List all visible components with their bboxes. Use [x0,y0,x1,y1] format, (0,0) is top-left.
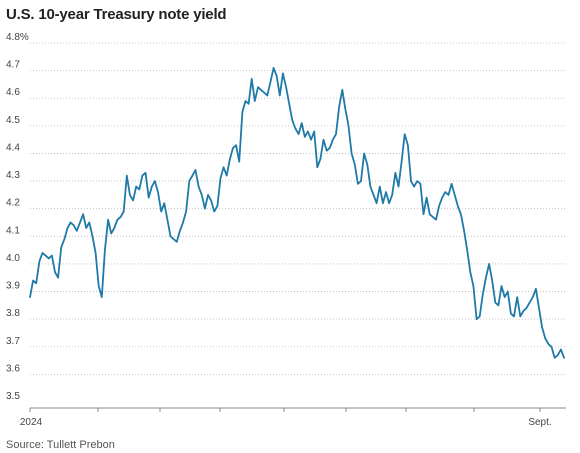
x-axis-ticks: 2024 Sept. [20,408,552,428]
y-tick-label: 4.3 [6,170,20,181]
y-tick-label: 4.5 [6,115,20,126]
y-tick-label: 4.1 [6,225,20,236]
y-tick-label: 4.4 [6,142,20,153]
y-tick-label: 4.8% [6,32,29,43]
y-tick-label: 4.2 [6,198,20,209]
y-tick-label: 3.8 [6,308,20,319]
y-tick-label: 4.6 [6,87,20,98]
gridlines [30,42,566,375]
y-tick-label: 3.6 [6,363,20,374]
y-tick-label: 4.0 [6,253,20,264]
y-tick-label: 4.7 [6,60,20,71]
x-tick-label: Sept. [528,417,551,428]
x-tick-label: 2024 [20,417,43,428]
y-tick-label: 3.7 [6,336,20,347]
y-axis-tick-labels: 4.8% 4.7 4.6 4.5 4.4 4.3 4.2 4.1 4.0 3.9 3.8 3.7 3.6… [6,32,29,402]
y-tick-label: 3.5 [6,391,20,402]
yield-series-line [29,67,565,359]
y-tick-label: 3.9 [6,281,20,292]
chart-source: Source: Tullett Prebon [6,439,115,451]
chart-title: U.S. 10-year Treasury note yield [6,6,227,23]
